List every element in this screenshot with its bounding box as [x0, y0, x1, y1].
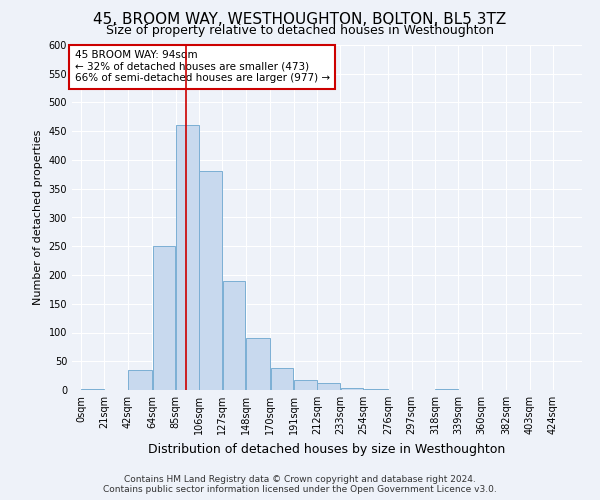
Bar	[152, 246, 175, 390]
Text: 45 BROOM WAY: 94sqm
← 32% of detached houses are smaller (473)
66% of semi-detac: 45 BROOM WAY: 94sqm ← 32% of detached ho…	[74, 50, 329, 84]
Text: Contains HM Land Registry data © Crown copyright and database right 2024.
Contai: Contains HM Land Registry data © Crown c…	[103, 474, 497, 494]
Bar	[271, 368, 293, 390]
Bar	[317, 383, 340, 390]
Y-axis label: Number of detached properties: Number of detached properties	[33, 130, 43, 305]
X-axis label: Distribution of detached houses by size in Westhoughton: Distribution of detached houses by size …	[148, 442, 506, 456]
Bar	[128, 370, 152, 390]
Bar	[176, 126, 199, 390]
Bar	[294, 380, 317, 390]
Bar	[81, 389, 104, 390]
Bar	[246, 338, 270, 390]
Bar	[199, 172, 222, 390]
Bar	[223, 281, 245, 390]
Text: 45, BROOM WAY, WESTHOUGHTON, BOLTON, BL5 3TZ: 45, BROOM WAY, WESTHOUGHTON, BOLTON, BL5…	[94, 12, 506, 28]
Text: Size of property relative to detached houses in Westhoughton: Size of property relative to detached ho…	[106, 24, 494, 37]
Bar	[341, 388, 364, 390]
